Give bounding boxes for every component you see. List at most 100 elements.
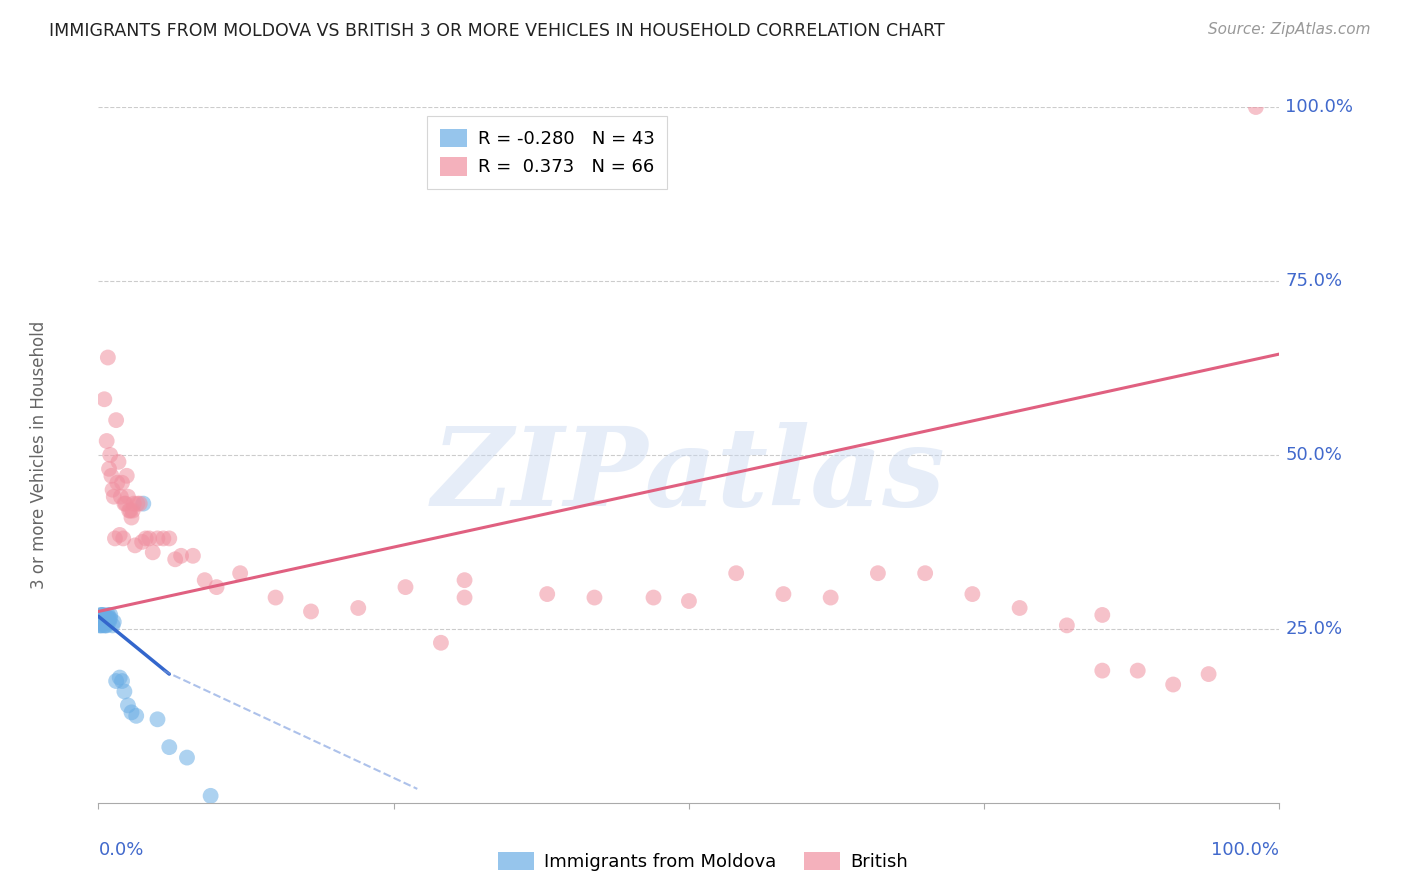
Point (121, 706, 143, 720)
Point (111, 475, 134, 490)
Point (111, 674, 134, 689)
Point (98, 611, 121, 625)
Point (914, 566, 936, 581)
Point (157, 740, 180, 755)
Point (170, 549, 193, 563)
Point (90, 607, 112, 622)
Point (536, 587, 558, 601)
Point (120, 503, 142, 517)
Point (89, 618, 111, 632)
Point (299, 605, 322, 619)
Point (93, 618, 115, 632)
Legend: Immigrants from Moldova, British: Immigrants from Moldova, British (491, 845, 915, 879)
Point (127, 497, 149, 511)
Point (142, 545, 165, 559)
Text: 75.0%: 75.0% (1285, 272, 1343, 290)
Text: 0.0%: 0.0% (98, 841, 143, 859)
Point (1244, 100, 1267, 114)
Point (108, 528, 131, 542)
Point (1091, 664, 1114, 678)
Point (430, 636, 453, 650)
Point (394, 580, 416, 594)
Point (91, 607, 114, 622)
Point (108, 671, 131, 685)
Text: Source: ZipAtlas.com: Source: ZipAtlas.com (1208, 22, 1371, 37)
Point (105, 475, 128, 490)
Point (91, 611, 114, 625)
Point (101, 618, 124, 632)
Point (772, 587, 794, 601)
Point (138, 532, 160, 546)
Point (112, 497, 135, 511)
Point (90, 618, 112, 632)
Point (117, 698, 139, 713)
Point (98, 462, 121, 476)
Point (107, 455, 129, 469)
Point (125, 708, 148, 723)
Point (200, 789, 222, 803)
Point (205, 580, 228, 594)
Point (347, 601, 370, 615)
Point (128, 497, 150, 511)
Point (181, 549, 204, 563)
Point (90, 611, 112, 625)
Point (105, 413, 128, 427)
Point (97, 607, 120, 622)
Point (93, 615, 115, 629)
Point (1198, 667, 1220, 681)
Point (157, 532, 180, 546)
Point (820, 591, 842, 605)
Point (146, 532, 169, 546)
Point (110, 490, 132, 504)
Point (112, 532, 135, 546)
Point (264, 591, 287, 605)
Point (100, 468, 122, 483)
Point (98, 448, 121, 462)
Point (98, 607, 121, 622)
Point (1091, 607, 1114, 622)
Point (96, 618, 118, 632)
Point (176, 750, 198, 764)
Point (866, 566, 889, 581)
Point (97, 351, 120, 365)
Point (131, 534, 153, 549)
Point (114, 497, 136, 511)
Point (117, 490, 139, 504)
Text: 25.0%: 25.0% (1285, 620, 1343, 638)
Text: 100.0%: 100.0% (1285, 98, 1354, 116)
Point (103, 490, 125, 504)
Point (132, 497, 155, 511)
Text: ZIPatlas: ZIPatlas (432, 422, 946, 530)
Point (105, 674, 128, 689)
Point (98, 611, 121, 625)
Point (103, 615, 125, 629)
Point (135, 532, 157, 546)
Point (118, 503, 141, 517)
Point (94, 618, 117, 632)
Point (194, 573, 217, 587)
Point (1126, 664, 1149, 678)
Point (1056, 618, 1078, 632)
Text: 100.0%: 100.0% (1212, 841, 1279, 859)
Point (583, 591, 606, 605)
Point (91, 607, 114, 622)
Text: 50.0%: 50.0% (1285, 446, 1343, 464)
Point (165, 552, 187, 566)
Point (91, 615, 114, 629)
Point (89, 611, 111, 625)
Point (91, 611, 114, 625)
Legend: R = -0.280   N = 43, R =  0.373   N = 66: R = -0.280 N = 43, R = 0.373 N = 66 (427, 116, 668, 189)
Point (94, 611, 117, 625)
Point (453, 591, 475, 605)
Point (112, 684, 135, 698)
Point (98, 615, 121, 629)
Point (97, 611, 120, 625)
Point (1008, 601, 1031, 615)
Point (91, 618, 114, 632)
Point (643, 591, 665, 605)
Point (1161, 677, 1184, 691)
Point (96, 611, 118, 625)
Point (96, 615, 118, 629)
Point (91, 615, 114, 629)
Point (121, 510, 143, 524)
